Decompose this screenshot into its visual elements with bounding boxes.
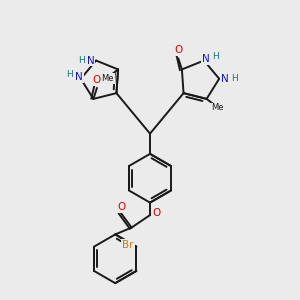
- Text: N: N: [202, 54, 209, 64]
- Text: Me: Me: [101, 74, 114, 83]
- Text: O: O: [117, 202, 126, 212]
- Text: N: N: [221, 74, 228, 84]
- Text: Me: Me: [211, 103, 223, 112]
- Text: H: H: [66, 70, 73, 79]
- Text: O: O: [93, 75, 101, 85]
- Text: N: N: [75, 72, 83, 82]
- Text: O: O: [152, 208, 161, 218]
- Text: N: N: [87, 56, 94, 65]
- Text: O: O: [174, 45, 182, 56]
- Text: H: H: [78, 56, 85, 65]
- Text: H: H: [231, 74, 238, 83]
- Text: Br: Br: [122, 240, 134, 250]
- Text: H: H: [212, 52, 219, 61]
